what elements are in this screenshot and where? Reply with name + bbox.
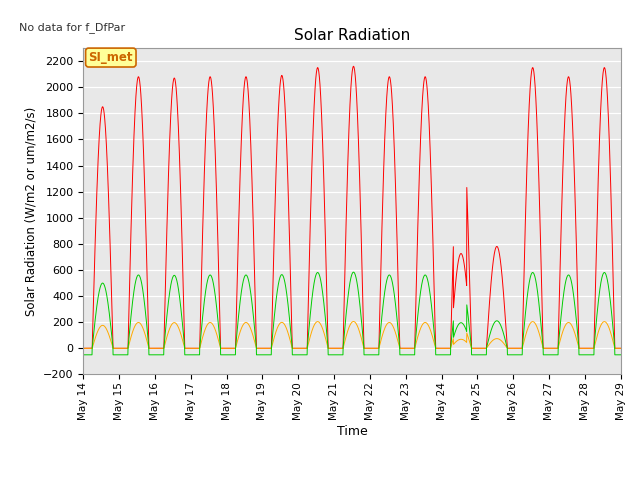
Net Radiation xyxy=(617,352,625,358)
Text: SI_met: SI_met xyxy=(88,51,133,64)
X-axis label: Time: Time xyxy=(337,425,367,438)
Y-axis label: Solar Radiation (W/m2 or um/m2/s): Solar Radiation (W/m2 or um/m2/s) xyxy=(24,107,37,316)
Net Radiation xyxy=(414,312,422,318)
Net Radiation xyxy=(617,352,625,358)
Incoming PAR xyxy=(195,346,202,351)
Line: Incoming PAR: Incoming PAR xyxy=(83,66,621,348)
Incoming PAR xyxy=(230,346,237,351)
Incoming PAR xyxy=(414,224,422,230)
Net Radiation xyxy=(404,352,412,358)
Line: Reflected PAR: Reflected PAR xyxy=(83,322,621,348)
Net Radiation xyxy=(79,352,87,358)
Net Radiation xyxy=(566,274,573,279)
Reflected PAR xyxy=(617,346,625,351)
Reflected PAR xyxy=(79,346,87,351)
Net Radiation xyxy=(349,269,357,275)
Net Radiation xyxy=(230,352,237,358)
Incoming PAR xyxy=(349,63,357,69)
Net Radiation xyxy=(195,352,202,358)
Reflected PAR xyxy=(404,346,412,351)
Incoming PAR xyxy=(79,346,87,351)
Incoming PAR xyxy=(617,346,625,351)
Incoming PAR xyxy=(404,346,412,351)
Reflected PAR xyxy=(195,346,202,351)
Line: Net Radiation: Net Radiation xyxy=(83,272,621,355)
Reflected PAR xyxy=(566,320,573,326)
Text: No data for f_DfPar: No data for f_DfPar xyxy=(19,22,125,33)
Incoming PAR xyxy=(566,79,573,85)
Reflected PAR xyxy=(349,319,357,324)
Reflected PAR xyxy=(230,346,237,351)
Title: Solar Radiation: Solar Radiation xyxy=(294,28,410,43)
Reflected PAR xyxy=(617,346,625,351)
Reflected PAR xyxy=(414,334,422,340)
Incoming PAR xyxy=(617,346,625,351)
